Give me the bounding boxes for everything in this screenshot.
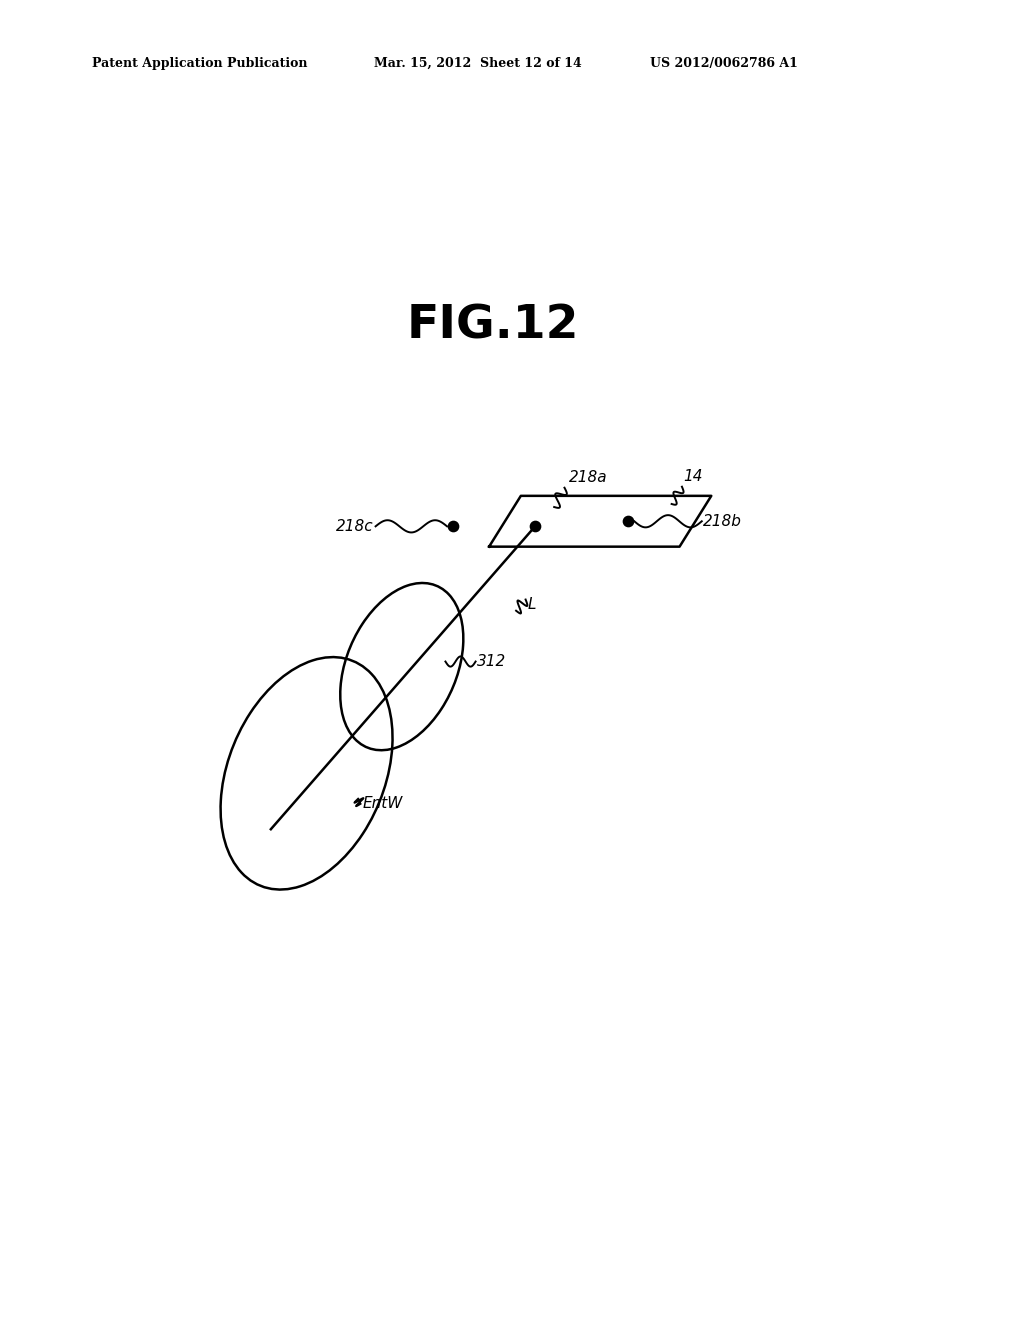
Text: FIG.12: FIG.12: [407, 304, 580, 348]
Text: 218c: 218c: [337, 519, 374, 533]
Point: [445, 516, 462, 537]
Point: [527, 516, 544, 537]
Point: [620, 511, 636, 532]
Text: 312: 312: [477, 653, 507, 669]
Text: US 2012/0062786 A1: US 2012/0062786 A1: [650, 57, 798, 70]
Text: 218b: 218b: [703, 513, 742, 529]
Text: Mar. 15, 2012  Sheet 12 of 14: Mar. 15, 2012 Sheet 12 of 14: [374, 57, 582, 70]
Text: 14: 14: [684, 469, 703, 483]
Text: L: L: [527, 598, 536, 612]
Text: EntW: EntW: [362, 796, 402, 812]
Text: 218a: 218a: [568, 470, 607, 484]
Text: Patent Application Publication: Patent Application Publication: [92, 57, 307, 70]
